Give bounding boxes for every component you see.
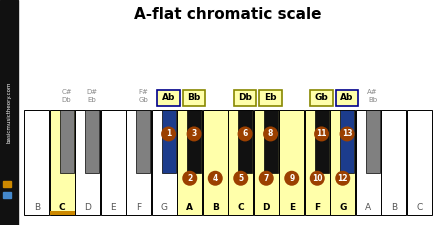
Text: Eb: Eb [88,97,96,103]
Text: C: C [59,202,66,211]
Bar [254,110,279,215]
Bar [24,110,49,215]
Bar [0,0,18,225]
Bar [187,110,201,173]
Text: 2: 2 [187,174,192,183]
Bar [101,110,125,215]
Bar [85,110,99,173]
Circle shape [182,171,197,186]
Text: 4: 4 [213,174,218,183]
Text: D: D [84,202,91,211]
Circle shape [233,171,248,186]
Text: D: D [263,202,270,211]
Bar [75,110,100,215]
Bar [3,192,11,198]
Circle shape [335,171,350,186]
Text: Ab: Ab [162,94,175,103]
Bar [366,110,380,173]
Text: Gb: Gb [315,94,328,103]
Text: 13: 13 [342,129,352,138]
Text: Bb: Bb [187,94,201,103]
Text: Db: Db [62,97,71,103]
Text: B: B [391,202,397,211]
Text: 1: 1 [166,129,171,138]
Bar [50,211,75,215]
Text: Gb: Gb [138,97,148,103]
Bar [336,90,358,106]
Text: D#: D# [87,89,98,95]
Bar [279,110,304,215]
Circle shape [259,171,274,186]
Bar [161,110,176,173]
Text: G: G [339,202,346,211]
Text: 10: 10 [312,174,323,183]
Text: 6: 6 [242,129,248,138]
Bar [183,90,205,106]
Bar [356,110,381,215]
Bar [381,110,406,215]
Bar [177,110,202,215]
Text: A#: A# [367,89,378,95]
Text: 8: 8 [268,129,273,138]
Text: F: F [136,202,141,211]
Bar [50,110,75,215]
Bar [152,110,176,215]
Circle shape [263,126,278,142]
Text: A: A [365,202,371,211]
Text: 12: 12 [337,174,348,183]
Bar [407,110,432,215]
Bar [310,90,333,106]
Text: F#: F# [138,89,148,95]
Bar [3,181,11,187]
Text: C#: C# [61,89,72,95]
Text: C: C [416,202,422,211]
Text: Bb: Bb [368,97,377,103]
Circle shape [161,126,176,142]
Text: 11: 11 [316,129,327,138]
Bar [315,110,329,173]
Circle shape [310,171,325,186]
Bar [234,90,257,106]
Text: Db: Db [238,94,252,103]
Bar [238,110,252,173]
Bar [264,110,278,173]
Text: B: B [212,202,219,211]
Circle shape [208,171,223,186]
Text: B: B [34,202,40,211]
Bar [136,110,150,173]
Text: F: F [314,202,320,211]
Text: C: C [238,202,244,211]
Bar [340,110,354,173]
Bar [305,110,330,215]
Bar [330,110,355,215]
Text: 9: 9 [289,174,294,183]
Text: A-flat chromatic scale: A-flat chromatic scale [134,7,322,22]
Bar [158,90,180,106]
Circle shape [340,126,355,142]
Text: A: A [186,202,193,211]
Text: E: E [289,202,295,211]
Text: Ab: Ab [341,94,354,103]
Text: G: G [161,202,168,211]
Bar [59,110,73,173]
Text: Eb: Eb [264,94,277,103]
Text: 3: 3 [191,129,197,138]
Circle shape [284,171,299,186]
Bar [203,110,227,215]
Text: 5: 5 [238,174,243,183]
Circle shape [314,126,329,142]
Bar [228,110,253,215]
Text: E: E [110,202,116,211]
Text: basicmusictheory.com: basicmusictheory.com [7,81,11,143]
Bar [126,110,151,215]
Circle shape [238,126,253,142]
Bar [259,90,282,106]
Text: 7: 7 [264,174,269,183]
Circle shape [187,126,202,142]
